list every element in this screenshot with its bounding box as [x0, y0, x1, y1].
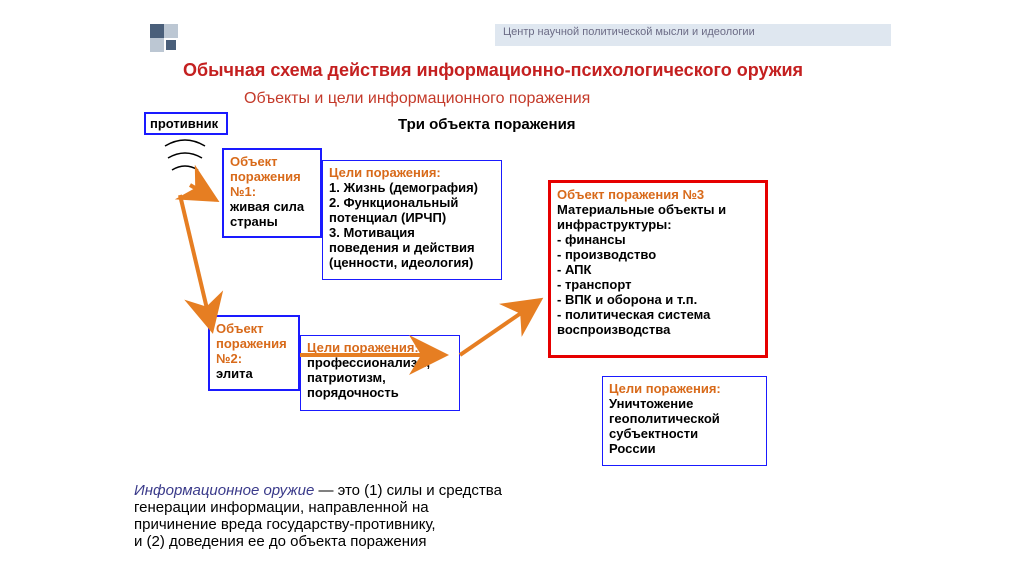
mid-caption: Три объекта поражения [398, 116, 576, 133]
main-title: Обычная схема действия информационно-пси… [183, 60, 803, 81]
diagram-stage: Центр научной политической мысли и идеол… [0, 0, 1024, 576]
topbar: Центр научной политической мысли и идеол… [495, 24, 891, 46]
footer-definition: Информационное оружие — это (1) силы и с… [134, 465, 584, 550]
subtitle: Объекты и цели информационного поражения [244, 90, 590, 108]
object-1-header: Объект поражения №1: [230, 154, 314, 199]
goals-1-body: 1. Жизнь (демография) 2. Функциональный … [329, 180, 495, 270]
goals-1-header: Цели поражения: [329, 165, 495, 180]
goals-2-box: Цели поражения: профессионализм, патриот… [300, 335, 460, 411]
enemy-box: противник [144, 112, 228, 135]
goals-3-header: Цели поражения: [609, 381, 760, 396]
object-2-header: Объект поражения №2: [216, 321, 292, 366]
object-2-body: элита [216, 366, 292, 381]
footer-lead: Информационное оружие [134, 482, 314, 499]
object-2-box: Объект поражения №2: элита [208, 315, 300, 391]
wave-icon [160, 138, 220, 188]
object-3-box: Объект поражения №3 Материальные объекты… [548, 180, 768, 358]
object-3-header: Объект поражения №3 [557, 187, 759, 202]
goals-2-header: Цели поражения: [307, 340, 453, 355]
goals-3-box: Цели поражения: Уничтожение геополитичес… [602, 376, 767, 466]
goals-3-body: Уничтожение геополитической субъектности… [609, 396, 760, 456]
object-1-body: живая сила страны [230, 199, 314, 229]
object-1-box: Объект поражения №1: живая сила страны [222, 148, 322, 238]
goals-1-box: Цели поражения: 1. Жизнь (демография) 2.… [322, 160, 502, 280]
object-3-body: Материальные объекты и инфраструктуры: -… [557, 202, 759, 337]
goals-2-body: профессионализм, патриотизм, порядочност… [307, 355, 453, 400]
